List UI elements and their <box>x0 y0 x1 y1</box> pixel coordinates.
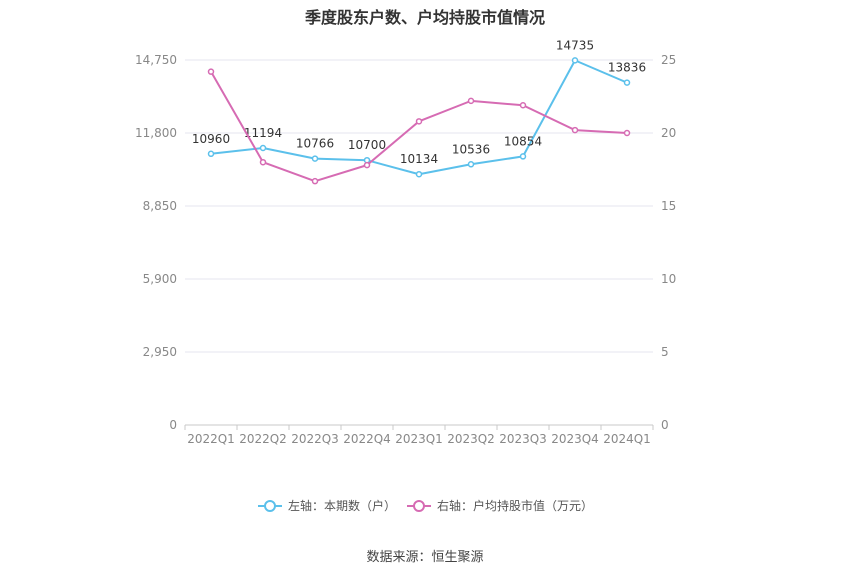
point-avg-holding <box>415 118 423 125</box>
y-right-tick-label: 15 <box>661 199 676 213</box>
point-households <box>467 161 475 168</box>
point-avg-holding <box>259 158 267 166</box>
data-label: 10960 <box>192 132 230 146</box>
point-avg-holding <box>207 68 215 75</box>
point-households <box>415 170 423 178</box>
point-avg-holding <box>623 129 631 137</box>
point-avg-holding <box>363 161 371 169</box>
y-left-tick-label: 0 <box>169 418 177 432</box>
x-tick-label: 2023Q4 <box>551 432 599 446</box>
y-left-tick-label: 8,850 <box>143 199 177 213</box>
point-households <box>259 144 267 152</box>
data-label: 14735 <box>556 38 594 52</box>
point-avg-holding <box>571 126 579 134</box>
legend-marker <box>413 500 425 512</box>
x-tick-label: 2024Q1 <box>603 432 651 446</box>
point-households <box>571 57 579 64</box>
point-households <box>519 153 527 160</box>
data-label: 10536 <box>452 142 490 156</box>
y-right-tick-label: 25 <box>661 53 676 67</box>
legend-label: 右轴：户均持股市值（万元） <box>437 498 593 513</box>
y-right-tick-label: 20 <box>661 126 676 140</box>
y-left-tick-label: 2,950 <box>143 345 177 359</box>
x-tick-label: 2023Q1 <box>395 432 443 446</box>
data-label: 13836 <box>608 61 646 75</box>
x-tick-label: 2023Q3 <box>499 432 547 446</box>
point-households <box>623 79 631 86</box>
data-label: 10766 <box>296 137 334 151</box>
point-households <box>207 150 215 158</box>
x-tick-label: 2022Q4 <box>343 432 391 446</box>
point-avg-holding <box>467 97 475 105</box>
y-left-tick-label: 11,800 <box>135 126 177 140</box>
y-right-tick-label: 0 <box>661 418 669 432</box>
y-left-tick-label: 5,900 <box>143 272 177 286</box>
y-right-tick-label: 10 <box>661 272 676 286</box>
point-avg-holding <box>311 177 319 185</box>
x-tick-label: 2022Q2 <box>239 432 287 446</box>
point-households <box>311 155 319 162</box>
data-label: 10854 <box>504 134 542 148</box>
x-tick-label: 2023Q2 <box>447 432 495 446</box>
data-label: 11194 <box>244 126 282 140</box>
point-avg-holding <box>519 102 527 109</box>
legend-label: 左轴：本期数（户） <box>288 498 396 513</box>
y-left-tick-label: 14,750 <box>135 53 177 67</box>
x-tick-label: 2022Q1 <box>187 432 235 446</box>
data-label: 10700 <box>348 138 386 152</box>
legend-marker <box>264 500 276 512</box>
x-tick-label: 2022Q3 <box>291 432 339 446</box>
chart-title: 季度股东户数、户均持股市值情况 <box>304 8 545 27</box>
source-note: 数据来源：恒生聚源 <box>366 550 484 565</box>
y-right-tick-label: 5 <box>661 345 669 359</box>
data-label: 10134 <box>400 152 438 166</box>
